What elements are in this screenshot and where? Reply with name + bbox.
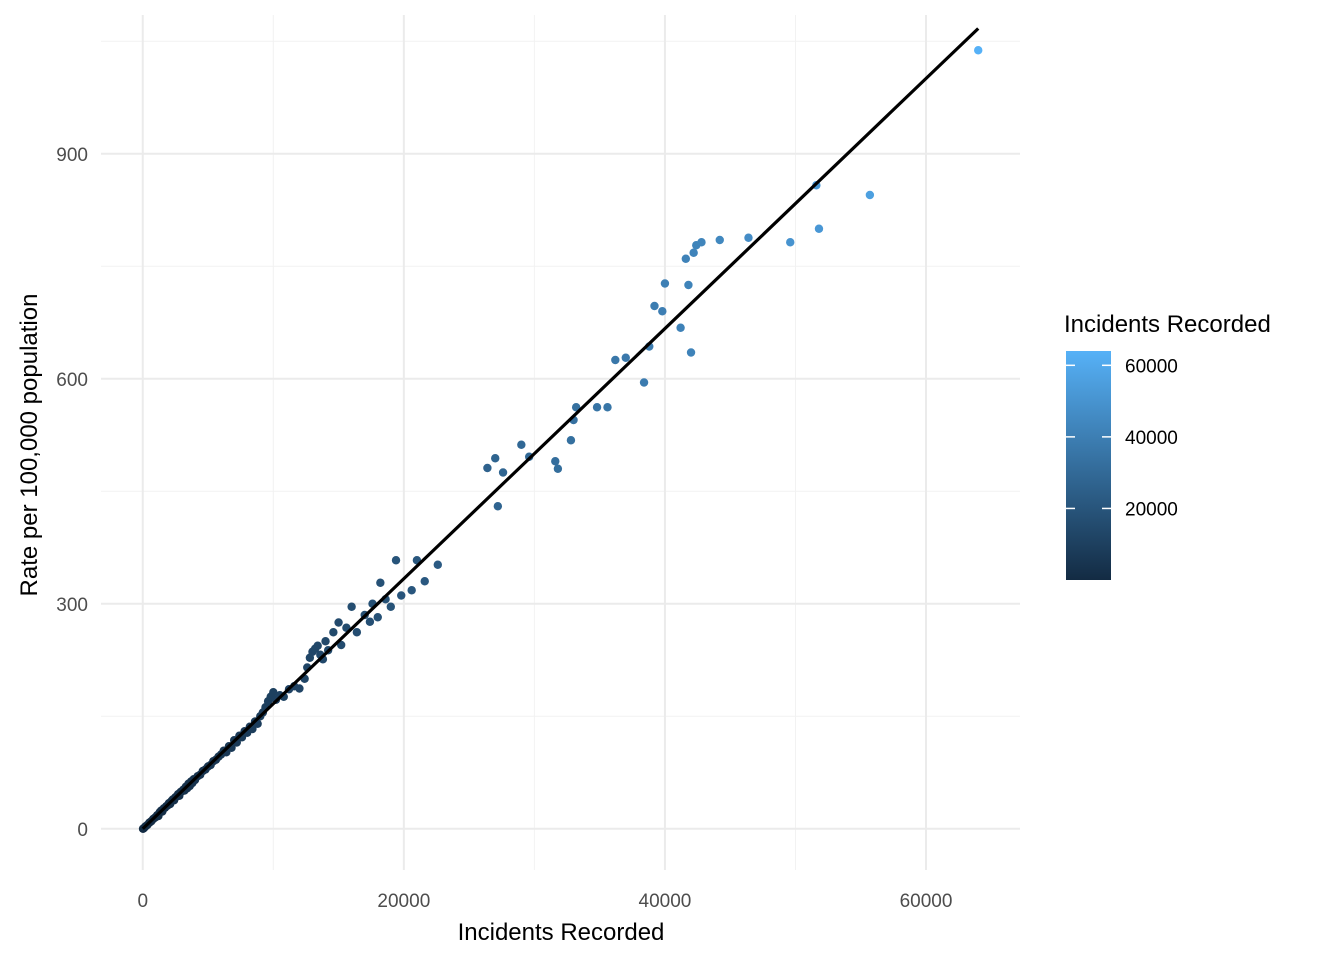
data-point xyxy=(386,602,395,611)
data-point xyxy=(684,280,693,290)
data-point xyxy=(974,46,983,55)
data-point xyxy=(420,577,429,586)
data-point xyxy=(650,301,659,311)
data-point xyxy=(814,224,824,233)
y-tick-label: 300 xyxy=(56,595,88,616)
x-tick-label: 40000 xyxy=(639,891,692,912)
x-tick-label: 20000 xyxy=(377,891,430,912)
data-point xyxy=(517,440,526,449)
data-point xyxy=(639,378,649,387)
data-point xyxy=(686,348,696,357)
data-point xyxy=(715,235,724,245)
y-tick-label: 600 xyxy=(56,370,88,391)
x-tick-label: 0 xyxy=(137,891,148,912)
data-point xyxy=(566,436,576,445)
x-tick-label: 60000 xyxy=(900,891,953,912)
x-axis-tick-labels: 0 20000 40000 60000 xyxy=(137,891,952,912)
data-point xyxy=(744,233,753,242)
data-point xyxy=(681,254,691,263)
data-point xyxy=(334,618,343,627)
data-point xyxy=(689,248,698,257)
data-point xyxy=(592,403,602,412)
data-point xyxy=(373,613,382,622)
major-gridlines xyxy=(101,15,1020,870)
legend-ticks: 20000 40000 60000 xyxy=(1066,356,1178,520)
y-axis-tick-labels: 0 300 600 900 xyxy=(56,145,88,841)
data-point xyxy=(551,457,560,466)
data-point xyxy=(493,502,503,511)
data-point xyxy=(621,353,630,362)
data-point xyxy=(865,190,875,200)
legend-tick-label: 20000 xyxy=(1125,499,1178,520)
data-point xyxy=(603,403,612,412)
data-point xyxy=(658,307,667,316)
data-point xyxy=(433,560,442,569)
legend-title: Incidents Recorded xyxy=(1064,311,1271,338)
data-point xyxy=(269,688,278,697)
legend: Incidents Recorded 20000 40000 60000 xyxy=(1064,311,1271,580)
data-point xyxy=(676,323,685,332)
minor-gridlines xyxy=(101,15,1020,870)
data-point xyxy=(611,355,620,365)
data-point xyxy=(376,578,385,587)
y-axis-title: Rate per 100,000 population xyxy=(16,294,43,597)
data-point xyxy=(498,468,508,477)
y-tick-label: 0 xyxy=(77,820,88,841)
x-axis-title: Incidents Recorded xyxy=(458,919,665,946)
legend-tick-label: 40000 xyxy=(1125,428,1178,449)
data-point xyxy=(483,463,492,473)
data-point xyxy=(553,464,563,473)
data-point xyxy=(313,641,322,650)
data-point xyxy=(391,556,401,565)
legend-colorbar xyxy=(1066,351,1111,580)
data-point xyxy=(786,238,795,247)
data-points xyxy=(138,46,983,833)
data-point xyxy=(397,591,406,600)
data-point xyxy=(697,238,706,247)
data-point xyxy=(347,602,356,611)
data-point xyxy=(491,454,500,463)
y-tick-label: 900 xyxy=(56,145,88,166)
data-point xyxy=(329,628,338,637)
data-point xyxy=(365,617,375,626)
legend-tick-label: 60000 xyxy=(1125,356,1178,377)
data-point xyxy=(321,637,330,646)
data-point xyxy=(571,403,581,412)
data-point xyxy=(352,628,362,637)
data-point xyxy=(295,684,304,693)
trend-line xyxy=(141,27,980,830)
data-point xyxy=(660,279,670,288)
data-point xyxy=(407,586,416,595)
